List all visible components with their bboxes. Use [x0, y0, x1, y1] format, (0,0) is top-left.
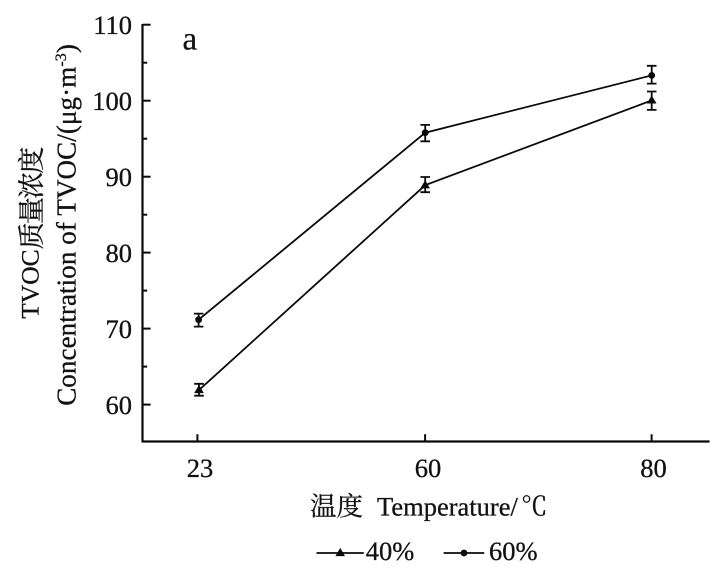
svg-text:40%: 40%	[366, 536, 415, 566]
svg-text:70: 70	[106, 314, 133, 344]
svg-text:Concentration of TVOC/(μg·m-3): Concentration of TVOC/(μg·m-3)	[52, 44, 82, 406]
svg-text:90: 90	[106, 162, 133, 192]
svg-text:TVOC: TVOC	[16, 249, 45, 318]
svg-text:60: 60	[415, 453, 442, 483]
svg-text:a: a	[183, 22, 198, 58]
svg-text:80: 80	[106, 238, 133, 268]
svg-text:23: 23	[187, 453, 214, 483]
svg-text:110: 110	[93, 10, 132, 40]
svg-text:60%: 60%	[489, 536, 538, 566]
svg-text:60: 60	[106, 390, 133, 420]
svg-text:80: 80	[640, 453, 667, 483]
svg-text:100: 100	[92, 86, 132, 116]
svg-text:Temperature/: Temperature/	[377, 492, 519, 522]
